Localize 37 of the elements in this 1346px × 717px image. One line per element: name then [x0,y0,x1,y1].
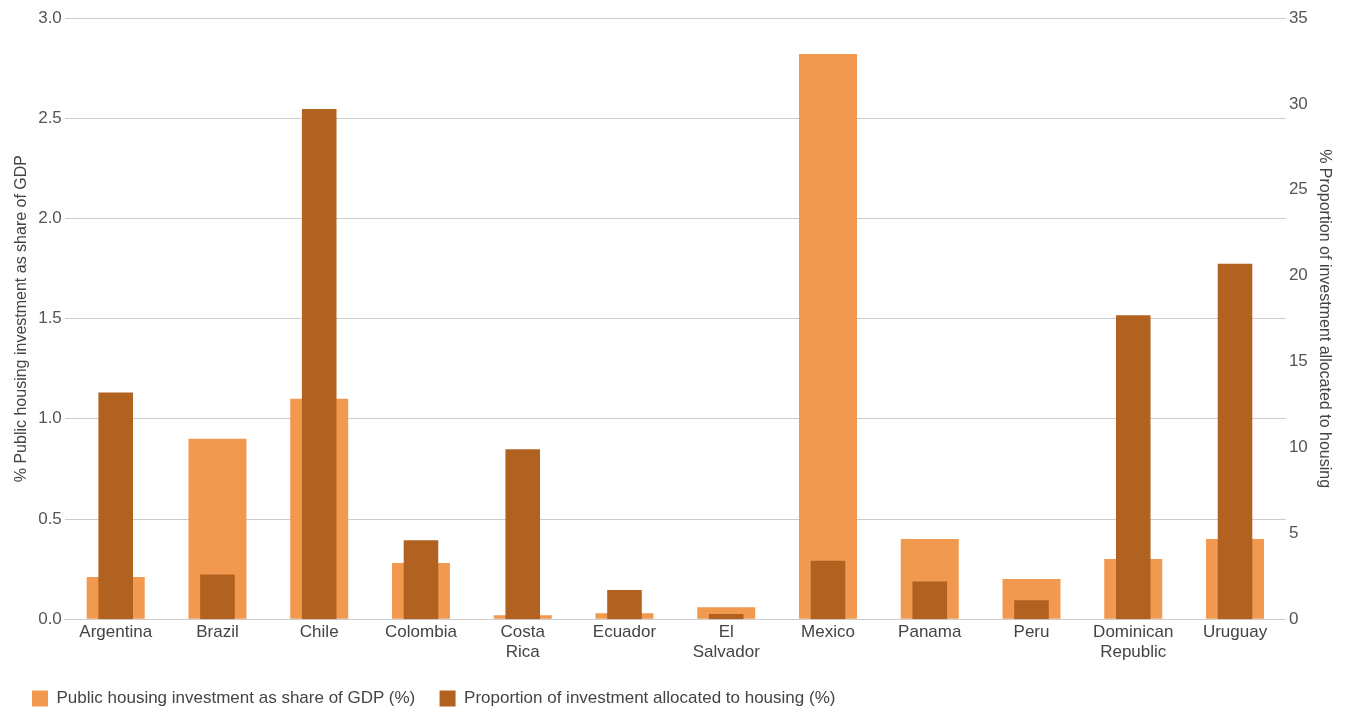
x-tick-label: Argentina [79,622,153,642]
bar [200,574,235,620]
bar [912,581,948,620]
y2-tick-label: 35 [1288,7,1308,27]
y-axis-title: % Public housing investment as share of GDP [12,154,30,483]
y2-tick-label: 15 [1288,351,1308,371]
x-tick-label: Uruguay [1202,622,1268,642]
x-tick-label: Panama [898,622,962,642]
x-tick-label: El Salvador [692,622,761,662]
y2-tick-label: 0 [1288,608,1299,628]
x-tick-label: Chile [299,622,339,642]
y-tick-label: 0.0 [38,608,62,628]
y2-tick-label: 10 [1288,437,1308,457]
bar [798,54,857,619]
y2-axis-title: % Proportion of investment allocated to housing [1316,149,1334,489]
y2-tick-label: 5 [1288,523,1299,542]
y-tick-label: 2.5 [38,107,62,127]
y-tick-label: 2.0 [38,208,62,228]
x-tick-label: Costa Rica [500,622,546,662]
x-tick-label: Ecuador [592,622,657,642]
x-tick-label: Peru [1013,622,1050,642]
legend-label: Proportion of investment allocated to housing (%) [464,688,836,708]
x-tick-label: Brazil [196,622,239,642]
x-tick-label: Colombia [385,622,458,642]
bar [1014,600,1049,620]
y-tick-label: 1.5 [38,308,62,328]
x-tick-label: Dominican Republic [1093,622,1174,662]
y2-tick-label: 20 [1288,265,1308,285]
x-tick-label: Mexico [801,622,855,642]
bar [708,614,744,620]
y2-tick-label: 25 [1288,179,1308,199]
y-tick-label: 0.5 [38,508,62,528]
legend-label: Public housing investment as share of GDP (%) [56,688,416,708]
y-tick-label: 1.0 [38,408,62,428]
y2-tick-label: 30 [1288,93,1308,113]
bar [810,560,846,620]
y-tick-label: 3.0 [38,7,62,27]
